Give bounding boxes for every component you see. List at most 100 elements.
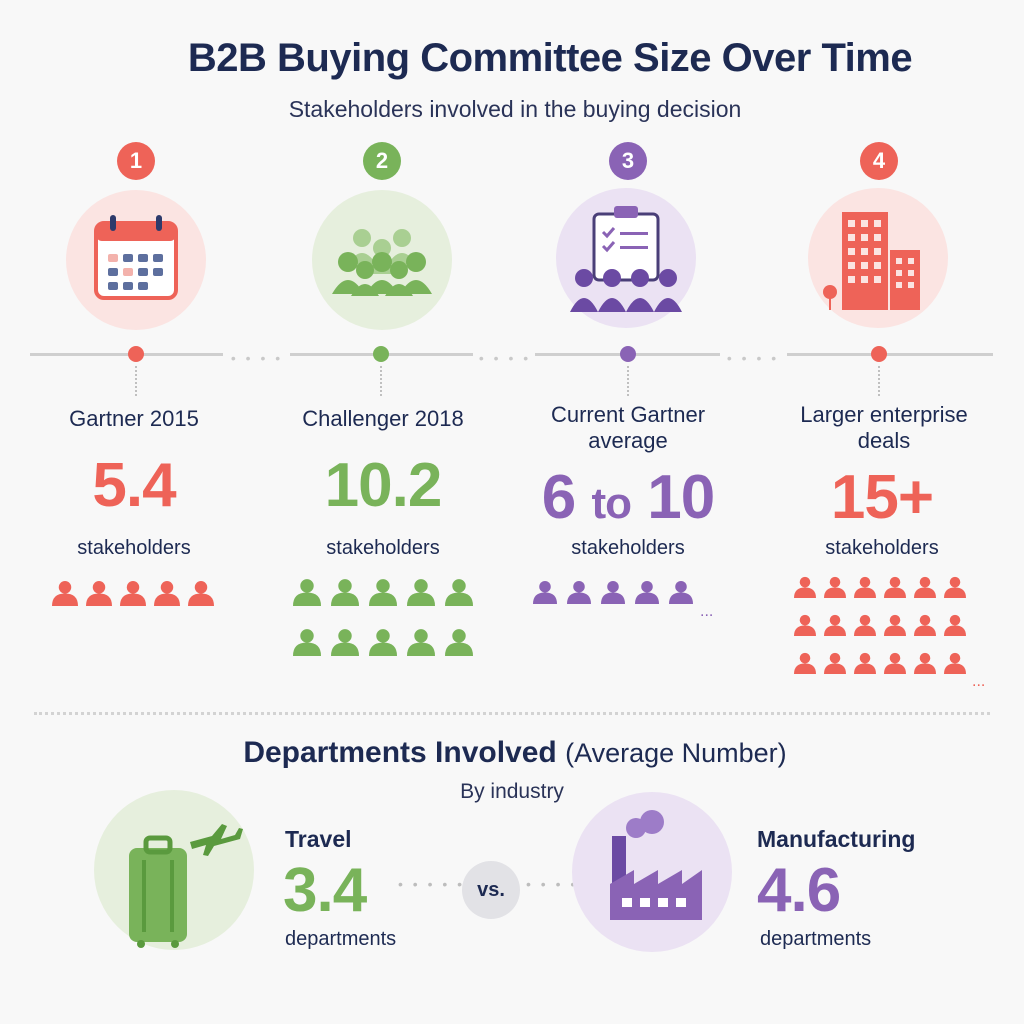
step-number-4: 4	[860, 142, 898, 180]
source-label-3: Current Gartner average	[550, 402, 706, 453]
people-group-3: ...	[528, 580, 728, 620]
timeline-gap-dots: • • • •	[230, 350, 284, 366]
timeline-marker-2	[373, 346, 389, 362]
source-label-4: Larger enterprise deals	[800, 402, 968, 453]
step-number-2: 2	[363, 142, 401, 180]
timeline-segment	[30, 353, 223, 356]
manufacturing-icon-circle	[572, 792, 732, 952]
page-title: B2B Buying Committee Size Over Time	[187, 36, 913, 80]
group-icon	[332, 229, 432, 296]
person-icon	[854, 652, 876, 674]
building-icon	[823, 212, 920, 310]
timeline-marker-4	[871, 346, 887, 362]
person-icon	[944, 614, 966, 636]
more-ellipsis: ...	[700, 603, 713, 620]
industry-value-manufacturing: 4.6	[757, 856, 841, 925]
industry-name-manufacturing: Manufacturing	[757, 826, 916, 852]
travel-icon-circle	[94, 790, 254, 950]
clipboard-meeting-icon	[570, 206, 682, 312]
building-icon-circle	[808, 188, 948, 328]
departments-subtitle: By industry	[460, 780, 564, 803]
source-label-1: Gartner 2015	[69, 406, 199, 431]
person-icon	[914, 652, 936, 674]
person-icon	[669, 580, 693, 604]
more-ellipsis: ...	[972, 673, 985, 690]
stakeholder-unit-4: stakeholders	[825, 537, 939, 559]
person-icon	[794, 614, 816, 636]
person-icon	[635, 580, 659, 604]
person-icon	[944, 652, 966, 674]
timeline-connector	[135, 366, 137, 396]
calendar-icon-circle	[66, 190, 206, 330]
timeline-marker-1	[128, 346, 144, 362]
person-icon	[794, 652, 816, 674]
factory-icon	[610, 810, 702, 920]
stakeholder-value-4: 15+	[830, 463, 934, 532]
group-icon-circle	[312, 190, 452, 330]
person-icon	[944, 576, 966, 598]
person-icon	[331, 579, 359, 606]
person-icon	[914, 614, 936, 636]
departments-title: Departments Involved (Average Number)	[0, 736, 1024, 770]
person-icon	[293, 579, 321, 606]
stakeholder-value-3: 6 to 10	[498, 462, 758, 533]
industry-value-travel: 3.4	[283, 856, 367, 925]
industry-unit-travel: departments	[285, 928, 397, 950]
person-icon	[884, 576, 906, 598]
timeline-gap-dots: • • • •	[726, 350, 780, 366]
departments-title-main: Departments Involved	[243, 736, 557, 769]
stakeholder-value-3-to: 10	[647, 463, 715, 532]
person-icon	[86, 581, 112, 606]
stakeholder-value-2: 10.2	[324, 451, 443, 520]
timeline-gap-dots: • • • •	[478, 350, 532, 366]
person-icon	[601, 580, 625, 604]
step-number-1: 1	[117, 142, 155, 180]
person-icon	[445, 629, 473, 656]
person-icon	[884, 614, 906, 636]
person-icon	[52, 581, 78, 606]
timeline-connector	[380, 366, 382, 396]
person-icon	[445, 579, 473, 606]
person-icon	[884, 652, 906, 674]
section-divider	[34, 712, 990, 715]
person-icon	[369, 579, 397, 606]
stakeholder-value-1: 5.4	[92, 451, 176, 520]
people-group-4: ...	[790, 576, 1000, 690]
person-icon	[369, 629, 397, 656]
person-icon	[407, 629, 435, 656]
industry-unit-manufacturing: departments	[760, 928, 872, 950]
timeline-marker-3	[620, 346, 636, 362]
stakeholder-value-3-to-word: to	[591, 479, 632, 528]
people-group-1	[48, 580, 218, 620]
source-label-2: Challenger 2018	[302, 406, 464, 431]
timeline-connector	[878, 366, 880, 396]
person-icon	[120, 581, 146, 606]
timeline-segment	[787, 353, 993, 356]
clipboard-meeting-icon-circle	[556, 188, 696, 328]
stakeholder-value-3-from: 6	[541, 463, 576, 532]
departments-title-note: (Average Number)	[565, 738, 787, 768]
person-icon	[567, 580, 591, 604]
person-icon	[824, 576, 846, 598]
industry-name-travel: Travel	[285, 826, 352, 852]
person-icon	[854, 576, 876, 598]
person-icon	[854, 614, 876, 636]
people-group-2	[288, 578, 478, 678]
comparison-dots: • • • • • •	[398, 876, 480, 892]
person-icon	[794, 576, 816, 598]
page-subtitle: Stakeholders involved in the buying deci…	[288, 96, 742, 122]
comparison-dots: • • • •	[526, 876, 579, 892]
stakeholder-unit-2: stakeholders	[326, 537, 440, 559]
person-icon	[188, 581, 214, 606]
person-icon	[407, 579, 435, 606]
person-icon	[331, 629, 359, 656]
person-icon	[824, 614, 846, 636]
step-number-3: 3	[609, 142, 647, 180]
vs-badge: vs.	[462, 861, 520, 919]
person-icon	[533, 580, 557, 604]
luggage-airplane-icon	[129, 824, 243, 948]
stakeholder-unit-3: stakeholders	[571, 537, 685, 559]
person-icon	[293, 629, 321, 656]
stakeholder-unit-1: stakeholders	[77, 537, 191, 559]
person-icon	[914, 576, 936, 598]
